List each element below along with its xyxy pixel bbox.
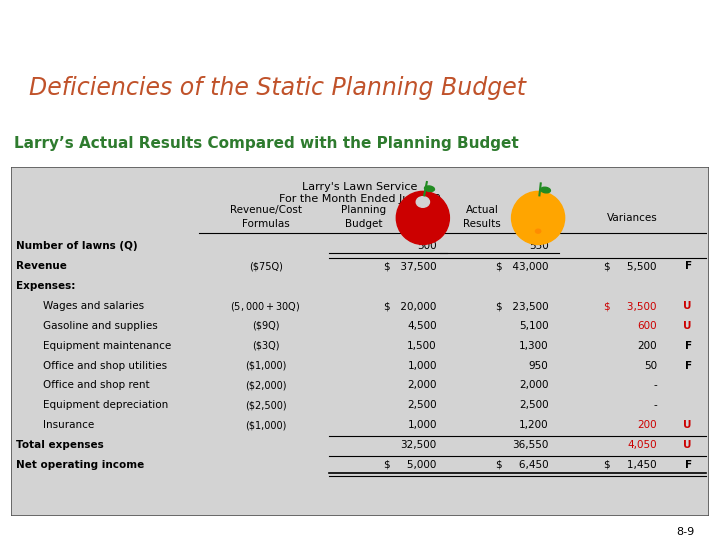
Text: Revenue/Cost: Revenue/Cost bbox=[230, 205, 302, 215]
Text: Total expenses: Total expenses bbox=[17, 440, 104, 450]
Text: 32,500: 32,500 bbox=[400, 440, 437, 450]
Text: 600: 600 bbox=[637, 321, 657, 331]
Text: Actual: Actual bbox=[466, 205, 499, 215]
Text: Larry’s Actual Results Compared with the Planning Budget: Larry’s Actual Results Compared with the… bbox=[14, 136, 519, 151]
Text: Equipment depreciation: Equipment depreciation bbox=[43, 400, 168, 410]
Ellipse shape bbox=[541, 187, 550, 193]
Ellipse shape bbox=[416, 197, 430, 207]
Text: 2,500: 2,500 bbox=[408, 400, 437, 410]
Text: -: - bbox=[653, 381, 657, 390]
Text: 5,100: 5,100 bbox=[519, 321, 549, 331]
Text: -: - bbox=[653, 400, 657, 410]
Text: $   20,000: $ 20,000 bbox=[384, 301, 437, 311]
Text: 8-9: 8-9 bbox=[677, 527, 695, 537]
Text: Wages and salaries: Wages and salaries bbox=[43, 301, 144, 311]
Text: F: F bbox=[685, 460, 692, 470]
Text: Budget: Budget bbox=[345, 219, 382, 229]
Text: Variances: Variances bbox=[607, 213, 658, 223]
Text: Office and shop rent: Office and shop rent bbox=[43, 381, 150, 390]
Text: U: U bbox=[683, 321, 692, 331]
Text: Formulas: Formulas bbox=[242, 219, 289, 229]
Text: Results: Results bbox=[464, 219, 501, 229]
Text: ($75Q): ($75Q) bbox=[249, 261, 283, 272]
Text: ($1,000): ($1,000) bbox=[245, 420, 287, 430]
FancyBboxPatch shape bbox=[11, 167, 709, 516]
Text: 550: 550 bbox=[528, 241, 549, 252]
Ellipse shape bbox=[536, 229, 541, 233]
Text: ($2,000): ($2,000) bbox=[245, 381, 287, 390]
Text: $     5,000: $ 5,000 bbox=[384, 460, 437, 470]
Text: $     6,450: $ 6,450 bbox=[496, 460, 549, 470]
Ellipse shape bbox=[425, 186, 434, 192]
Text: For the Month Ended June 30: For the Month Ended June 30 bbox=[279, 194, 441, 204]
Text: 1,300: 1,300 bbox=[519, 341, 549, 351]
Text: 36,550: 36,550 bbox=[512, 440, 549, 450]
Text: 1,500: 1,500 bbox=[408, 341, 437, 351]
Text: ($1,000): ($1,000) bbox=[245, 361, 287, 370]
Text: Office and shop utilities: Office and shop utilities bbox=[43, 361, 167, 370]
Text: ($2,500): ($2,500) bbox=[245, 400, 287, 410]
Text: 4,050: 4,050 bbox=[627, 440, 657, 450]
Text: Insurance: Insurance bbox=[43, 420, 94, 430]
Text: U: U bbox=[683, 301, 692, 311]
Text: F: F bbox=[685, 341, 692, 351]
Text: $   37,500: $ 37,500 bbox=[384, 261, 437, 272]
Text: Deficiencies of the Static Planning Budget: Deficiencies of the Static Planning Budg… bbox=[29, 76, 526, 100]
Ellipse shape bbox=[511, 191, 564, 245]
Text: 500: 500 bbox=[417, 241, 437, 252]
Text: U: U bbox=[683, 420, 692, 430]
Text: Equipment maintenance: Equipment maintenance bbox=[43, 341, 171, 351]
Text: $   23,500: $ 23,500 bbox=[496, 301, 549, 311]
Text: U: U bbox=[683, 440, 692, 450]
Text: 2,000: 2,000 bbox=[519, 381, 549, 390]
Text: F: F bbox=[685, 361, 692, 370]
Text: 2,500: 2,500 bbox=[519, 400, 549, 410]
Text: 200: 200 bbox=[637, 420, 657, 430]
Text: 50: 50 bbox=[644, 361, 657, 370]
Text: $   43,000: $ 43,000 bbox=[496, 261, 549, 272]
Text: Expenses:: Expenses: bbox=[17, 281, 76, 291]
Text: 4,500: 4,500 bbox=[408, 321, 437, 331]
Text: $     1,450: $ 1,450 bbox=[604, 460, 657, 470]
Text: Gasoline and supplies: Gasoline and supplies bbox=[43, 321, 158, 331]
Text: 950: 950 bbox=[528, 361, 549, 370]
Text: $     3,500: $ 3,500 bbox=[604, 301, 657, 311]
Text: Larry's Lawn Service: Larry's Lawn Service bbox=[302, 181, 418, 192]
Text: ($5,000 + $30Q): ($5,000 + $30Q) bbox=[230, 300, 301, 313]
Text: ($9Q): ($9Q) bbox=[252, 321, 279, 331]
Text: 2,000: 2,000 bbox=[408, 381, 437, 390]
Text: F: F bbox=[685, 261, 692, 272]
Text: 1,000: 1,000 bbox=[408, 361, 437, 370]
Text: Revenue: Revenue bbox=[17, 261, 67, 272]
Text: $     5,500: $ 5,500 bbox=[604, 261, 657, 272]
Text: 1,200: 1,200 bbox=[519, 420, 549, 430]
Text: Planning: Planning bbox=[341, 205, 386, 215]
Text: Number of lawns (Q): Number of lawns (Q) bbox=[17, 241, 138, 252]
Text: 1,000: 1,000 bbox=[408, 420, 437, 430]
Ellipse shape bbox=[396, 191, 449, 245]
Text: ($3Q): ($3Q) bbox=[252, 341, 279, 351]
Text: 200: 200 bbox=[637, 341, 657, 351]
Text: Net operating income: Net operating income bbox=[17, 460, 145, 470]
